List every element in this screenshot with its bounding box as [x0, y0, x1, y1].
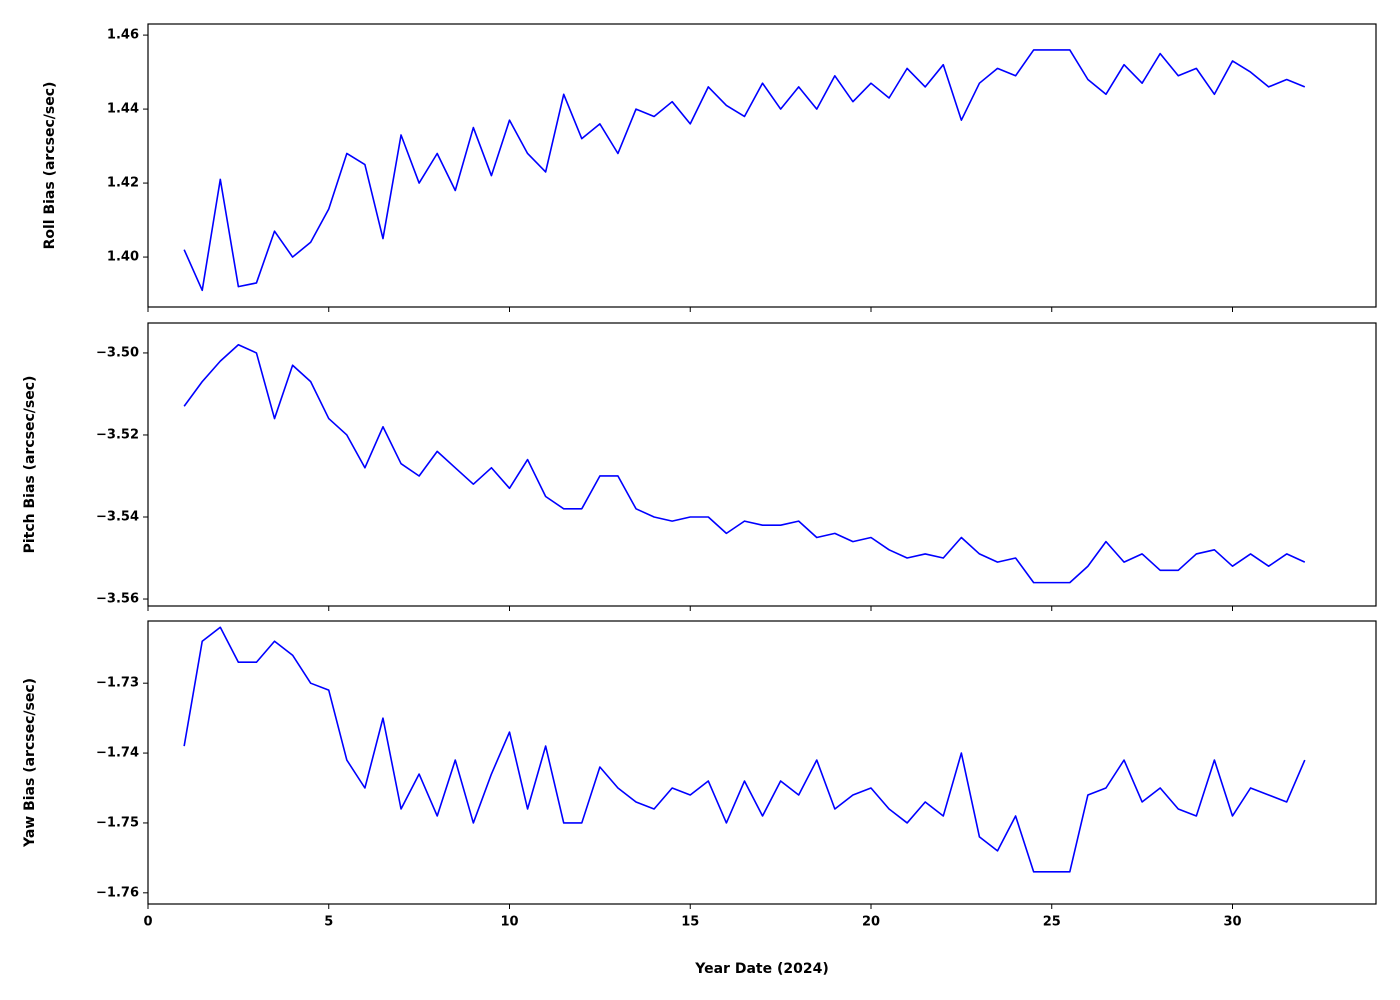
axes-frame	[147, 620, 1377, 905]
x-tick-label: 20	[862, 915, 880, 930]
y-axis-label: Pitch Bias (arcsec/sec)	[22, 376, 38, 554]
x-tick-label: 5	[324, 915, 333, 930]
data-line	[183, 49, 1306, 292]
x-tick-label: 15	[681, 915, 699, 930]
y-tick-label: −3.56	[96, 592, 139, 607]
y-tick-label: −1.76	[96, 885, 139, 900]
axes-frame	[147, 23, 1377, 308]
y-axis-label: Roll Bias (arcsec/sec)	[42, 82, 58, 250]
y-tick-label: 1.40	[107, 250, 139, 265]
y-tick-label: −1.74	[96, 746, 139, 761]
y-tick-label: 1.46	[107, 28, 139, 43]
y-tick-label: −1.75	[96, 815, 139, 830]
y-tick-label: −3.54	[96, 509, 139, 524]
y-tick-label: 1.42	[107, 176, 139, 191]
data-line	[183, 343, 1306, 584]
data-line	[183, 626, 1306, 873]
x-tick-label: 10	[500, 915, 518, 930]
x-axis-label: Year Date (2024)	[694, 961, 828, 977]
y-tick-label: −1.73	[96, 676, 139, 691]
x-tick-label: 0	[143, 915, 152, 930]
x-tick-label: 25	[1043, 915, 1061, 930]
y-tick-label: −3.52	[96, 427, 139, 442]
x-tick-label: 30	[1223, 915, 1241, 930]
y-tick-label: −3.50	[96, 345, 139, 360]
y-axis-label: Yaw Bias (arcsec/sec)	[22, 678, 38, 848]
y-tick-label: 1.44	[107, 102, 139, 117]
axes-frame	[147, 322, 1377, 607]
